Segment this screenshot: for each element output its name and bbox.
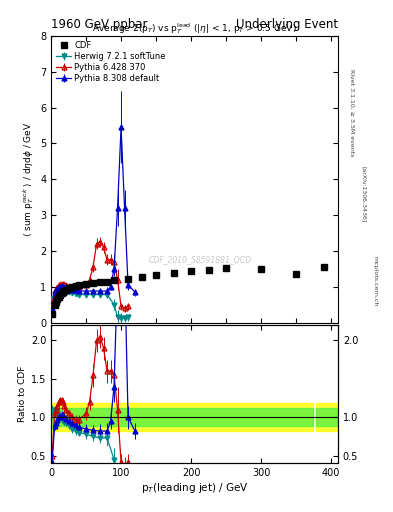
- CDF: [171, 270, 176, 276]
- Y-axis label: $\langle$ sum p$_T^{rack}$ $\rangle$ / d$\eta$d$\phi$ / GeV: $\langle$ sum p$_T^{rack}$ $\rangle$ / d…: [21, 121, 36, 237]
- CDF: [59, 290, 64, 296]
- Text: [arXiv:1306.3436]: [arXiv:1306.3436]: [361, 166, 366, 223]
- CDF: [70, 284, 74, 290]
- CDF: [259, 266, 263, 272]
- CDF: [189, 268, 193, 274]
- Line: CDF: CDF: [49, 264, 327, 317]
- CDF: [61, 289, 65, 295]
- CDF: [294, 271, 298, 278]
- CDF: [126, 276, 130, 282]
- Bar: [316, 403, 338, 431]
- CDF: [55, 296, 60, 302]
- CDF: [321, 264, 326, 270]
- CDF: [84, 281, 88, 287]
- CDF: [224, 265, 228, 271]
- Bar: [51, 408, 314, 426]
- CDF: [63, 287, 68, 293]
- CDF: [66, 285, 71, 291]
- Text: Rivet 3.1.10, ≥ 3.5M events: Rivet 3.1.10, ≥ 3.5M events: [349, 69, 354, 156]
- Text: Underlying Event: Underlying Event: [236, 18, 338, 31]
- CDF: [57, 294, 61, 300]
- CDF: [52, 302, 57, 308]
- Text: 1960 GeV ppbar: 1960 GeV ppbar: [51, 18, 148, 31]
- CDF: [77, 282, 81, 288]
- CDF: [154, 272, 158, 278]
- CDF: [50, 310, 55, 316]
- CDF: [53, 298, 58, 305]
- CDF: [105, 279, 109, 285]
- Title: Average $\Sigma$(p$_T$) vs p$_T^{\rm lead}$ (|$\eta$| < 1, p$_T$ > 0.5 GeV): Average $\Sigma$(p$_T$) vs p$_T^{\rm lea…: [92, 21, 297, 36]
- X-axis label: p$_T$(leading jet) / GeV: p$_T$(leading jet) / GeV: [141, 481, 248, 495]
- CDF: [58, 291, 62, 297]
- Bar: [51, 403, 314, 431]
- CDF: [206, 267, 211, 273]
- CDF: [98, 280, 103, 286]
- Text: mcplots.cern.ch: mcplots.cern.ch: [373, 257, 378, 307]
- CDF: [62, 288, 67, 294]
- Y-axis label: Ratio to CDF: Ratio to CDF: [18, 366, 27, 422]
- CDF: [73, 283, 78, 289]
- CDF: [112, 277, 116, 283]
- Text: CDF_2010_S8591881_QCD: CDF_2010_S8591881_QCD: [149, 255, 252, 264]
- Legend: CDF, Herwig 7.2.1 softTune, Pythia 6.428 370, Pythia 8.308 default: CDF, Herwig 7.2.1 softTune, Pythia 6.428…: [54, 39, 167, 85]
- CDF: [91, 280, 95, 286]
- Bar: [316, 408, 338, 426]
- CDF: [140, 273, 144, 280]
